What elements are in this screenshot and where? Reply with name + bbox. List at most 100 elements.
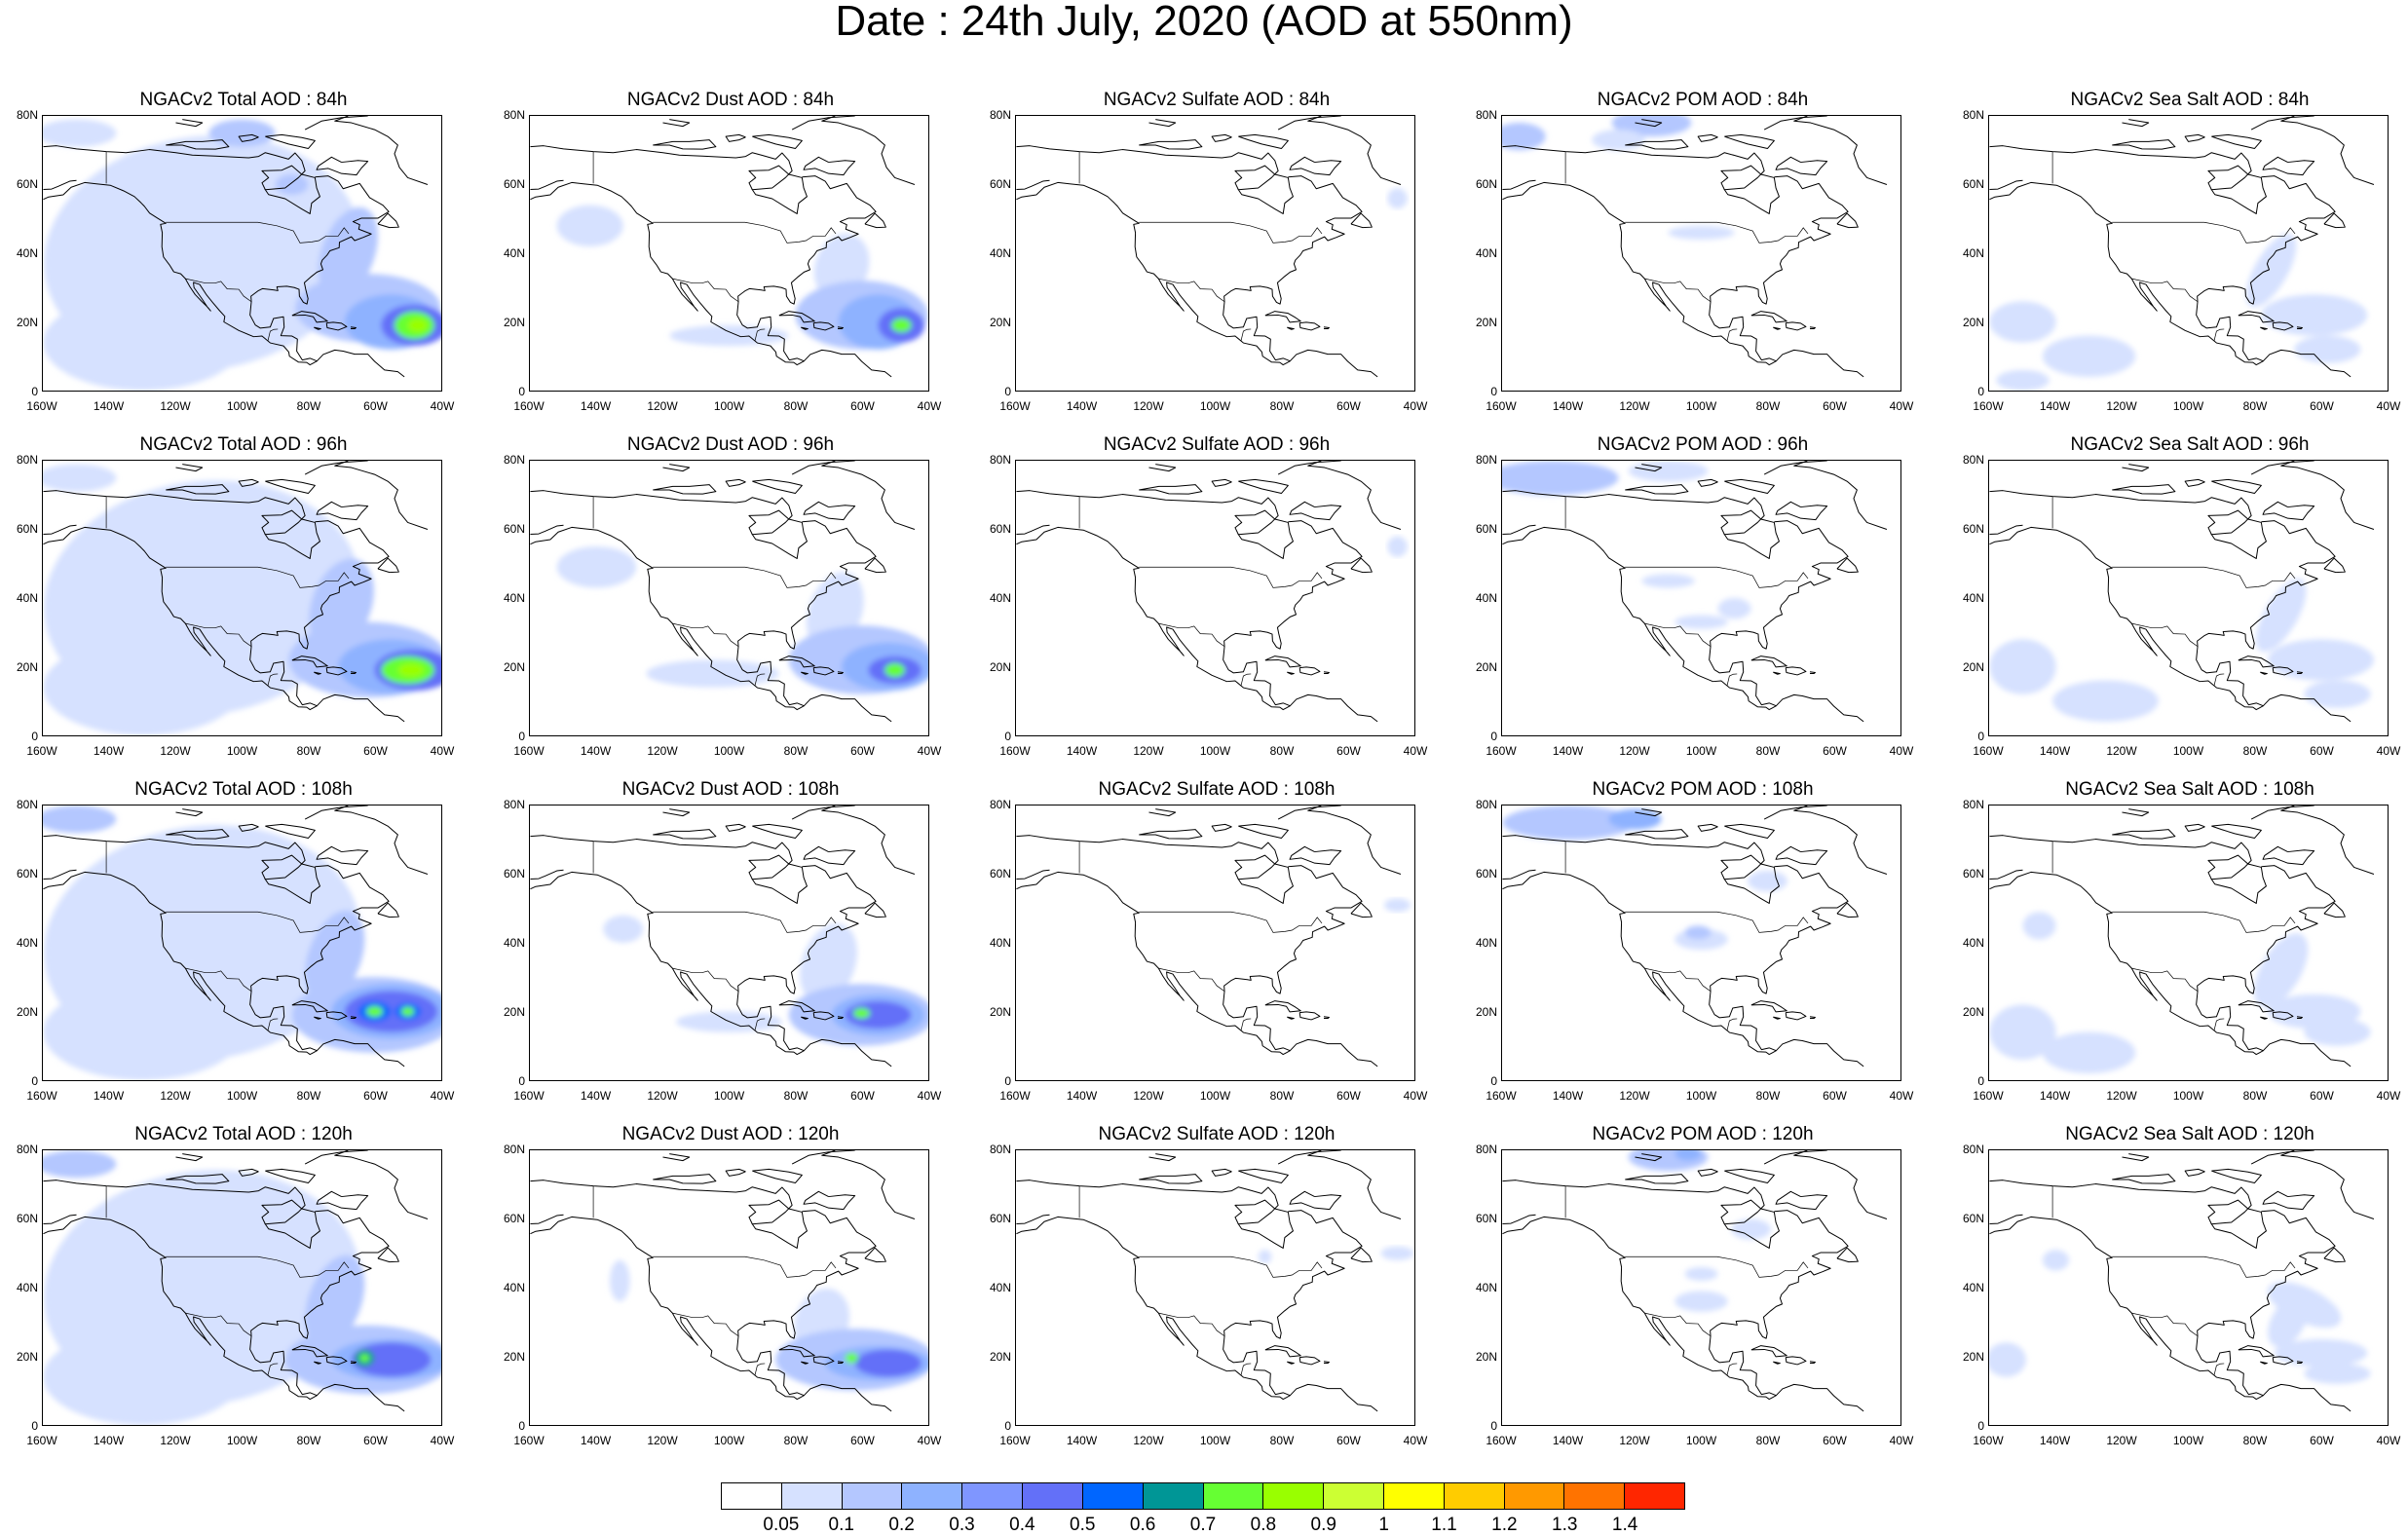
lat-tick-label: 40N (16, 936, 38, 950)
lon-tick-label: 80W (1269, 1089, 1295, 1103)
lat-tick-label: 40N (989, 1281, 1011, 1294)
coastline (166, 484, 230, 495)
panel-title: NGACv2 Total AOD : 120h (134, 1124, 353, 1144)
coastline (1277, 116, 1341, 131)
coastline (1223, 1210, 1378, 1412)
coastline (2280, 116, 2375, 185)
coastline (1697, 1168, 1718, 1177)
lat-tick-label: 20N (503, 660, 525, 674)
coastline (43, 871, 318, 1056)
country-border (1158, 278, 1225, 303)
coastline (316, 1190, 369, 1211)
coastline (1307, 805, 1402, 875)
lon-tick-label: 140W (1552, 399, 1584, 413)
aod-region (2304, 1018, 2371, 1046)
coastline (1148, 119, 1177, 128)
lon-tick-label: 120W (160, 744, 191, 758)
coastline (175, 808, 204, 817)
colorbar-label: 1.1 (1431, 1515, 1457, 1535)
coastline (662, 1153, 691, 1162)
panel-title: NGACv2 POM AOD : 96h (1597, 434, 1809, 455)
lat-tick-label: 0 (518, 1074, 525, 1088)
coastline (1989, 526, 2264, 711)
coastline (1989, 1214, 2023, 1224)
lon-tick-label: 160W (513, 1089, 545, 1103)
aod-region (1628, 461, 1709, 482)
aod-field (43, 805, 441, 1080)
coastline (752, 478, 803, 494)
coastline (2196, 175, 2352, 378)
coastline (2122, 464, 2150, 472)
coastline (43, 145, 320, 214)
coastline (238, 478, 259, 487)
lon-tick-label: 160W (1973, 1434, 2004, 1447)
aod-field (556, 205, 928, 350)
coastline (238, 823, 259, 832)
aod-field (1989, 1250, 2371, 1384)
coastline (377, 557, 399, 574)
aod-region (1674, 1291, 1728, 1312)
country-border (1139, 221, 1323, 244)
lon-tick-label: 80W (1269, 744, 1295, 758)
coastline (864, 557, 886, 574)
coastline (2296, 1361, 2303, 1365)
lon-tick-label: 100W (713, 1434, 745, 1447)
lat-tick-label: 40N (989, 591, 1011, 605)
coastline (43, 181, 318, 366)
aod-region (2042, 335, 2136, 377)
coastlines (1016, 116, 1402, 378)
lat-tick-label: 40N (989, 246, 1011, 260)
aod-field (1989, 234, 2368, 391)
aod-field (43, 1150, 441, 1425)
lat-tick-label: 60N (989, 867, 1011, 880)
coastline (314, 1016, 321, 1020)
coastline (166, 139, 230, 150)
lon-tick-label: 40W (1403, 1089, 1428, 1103)
country-border (672, 1312, 739, 1337)
lon-tick-label: 60W (2310, 744, 2334, 758)
lon-tick-label: 140W (1066, 744, 1098, 758)
lon-tick-label: 140W (1066, 1434, 1098, 1447)
aod-field (1387, 187, 1408, 209)
lon-tick-label: 140W (580, 1434, 612, 1447)
country-border (672, 622, 739, 648)
coastline (325, 666, 348, 676)
coastline (238, 1168, 259, 1177)
lon-tick-label: 120W (647, 744, 678, 758)
aod-region (891, 318, 912, 333)
coastline (2272, 321, 2294, 331)
lat-tick-label: 80N (503, 798, 525, 811)
coastline (1502, 835, 1780, 904)
map-plot-area (1988, 115, 2389, 392)
coastline (530, 1214, 564, 1224)
map-plot-area (1015, 805, 1415, 1081)
coastline (1502, 1180, 1780, 1249)
coastline (2112, 1174, 2176, 1184)
lon-tick-label: 120W (1133, 1089, 1164, 1103)
coastline (1287, 326, 1295, 330)
lon-tick-label: 140W (2039, 1434, 2071, 1447)
lon-tick-label: 80W (1269, 399, 1295, 413)
coastline (1323, 326, 1330, 330)
aod-region (1674, 1150, 1702, 1161)
aod-region (1387, 187, 1408, 209)
coastline (812, 666, 835, 676)
country-border (653, 1255, 837, 1278)
coastline (1724, 478, 1775, 494)
coastline (1793, 116, 1888, 185)
coastline (1809, 1016, 1816, 1020)
coastline (1635, 464, 1663, 472)
coastlines (1989, 1150, 2375, 1412)
lon-tick-label: 80W (296, 744, 321, 758)
map-canvas (1989, 116, 2375, 391)
coastline (1016, 869, 1050, 880)
aod-region (556, 205, 623, 246)
coastlines (43, 461, 429, 723)
lon-tick-label: 60W (850, 1434, 875, 1447)
colorbar (721, 1482, 1685, 1510)
lon-tick-label: 60W (1823, 744, 1847, 758)
lon-tick-label: 80W (296, 399, 321, 413)
aod-field (1383, 898, 1411, 913)
country-border (1625, 911, 1809, 933)
coastline (1836, 902, 1859, 918)
